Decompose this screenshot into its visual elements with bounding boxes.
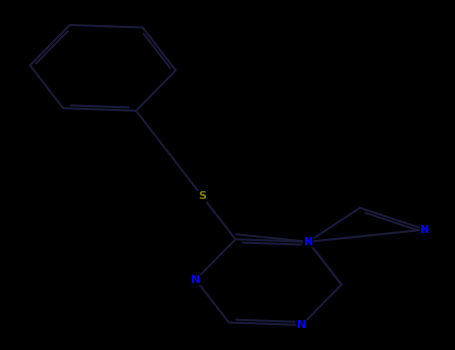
Text: S: S [198, 191, 206, 202]
Text: N: N [297, 320, 306, 330]
Text: N: N [304, 237, 313, 247]
Text: N: N [420, 225, 430, 235]
Text: N: N [191, 275, 200, 285]
